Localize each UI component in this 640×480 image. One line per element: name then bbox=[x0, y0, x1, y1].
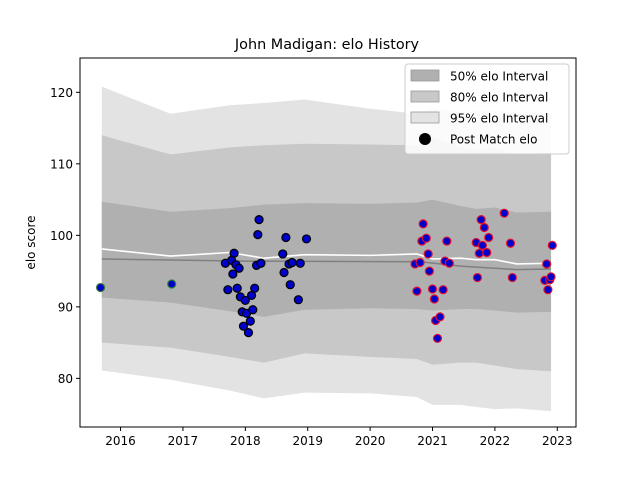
post-match-point bbox=[435, 312, 445, 322]
legend-swatch bbox=[410, 90, 440, 103]
y-axis: 80 90 100 110 120 bbox=[50, 86, 80, 386]
post-match-point bbox=[229, 248, 239, 258]
post-match-point bbox=[167, 279, 177, 289]
post-match-point bbox=[279, 267, 289, 278]
post-match-point bbox=[287, 257, 297, 268]
y-axis-label: elo score bbox=[24, 215, 38, 269]
y-tick-label: 110 bbox=[50, 157, 73, 171]
legend-label: 95% elo Interval bbox=[450, 112, 548, 126]
x-tick-label: 2016 bbox=[105, 434, 136, 448]
post-match-point bbox=[423, 249, 433, 259]
post-match-point bbox=[427, 284, 438, 294]
post-match-point bbox=[285, 280, 295, 290]
legend-marker bbox=[419, 133, 431, 145]
post-match-point bbox=[507, 272, 517, 283]
post-match-point bbox=[484, 232, 494, 243]
band-50 bbox=[101, 199, 552, 317]
y-tick-label: 80 bbox=[58, 372, 73, 386]
x-tick-label: 2019 bbox=[292, 434, 323, 448]
legend-box bbox=[404, 63, 570, 155]
post-match-point bbox=[546, 272, 556, 282]
post-match-point bbox=[412, 286, 422, 296]
post-match-point bbox=[253, 230, 263, 240]
legend-swatch bbox=[410, 111, 440, 124]
post-match-point bbox=[245, 316, 255, 326]
post-match-point bbox=[232, 283, 242, 293]
post-match-point bbox=[499, 208, 509, 218]
post-match-point bbox=[474, 248, 484, 258]
median-line bbox=[101, 258, 552, 271]
chart-title: John Madigan: elo History bbox=[234, 37, 420, 53]
post-match-point bbox=[278, 249, 288, 259]
post-match-point bbox=[95, 282, 106, 293]
post-match-point bbox=[418, 219, 428, 229]
x-tick-label: 2017 bbox=[168, 434, 199, 448]
post-match-point bbox=[421, 233, 431, 243]
y-tick-label: 100 bbox=[50, 229, 73, 243]
post-match-point bbox=[234, 263, 244, 273]
post-match-point bbox=[240, 295, 250, 306]
legend-label: 80% elo Interval bbox=[450, 91, 548, 105]
post-match-point bbox=[442, 236, 452, 246]
plot-area bbox=[95, 86, 557, 412]
post-match-point bbox=[293, 295, 303, 305]
post-match-point bbox=[479, 222, 489, 233]
post-match-point bbox=[432, 333, 443, 343]
x-tick-label: 2020 bbox=[355, 434, 386, 448]
x-axis: 2016 2017 2018 2019 2020 2021 2022 2023 bbox=[105, 427, 573, 448]
y-tick-label: 90 bbox=[58, 300, 73, 314]
x-tick-label: 2022 bbox=[480, 434, 511, 448]
post-match-point bbox=[228, 269, 238, 279]
post-match-point bbox=[256, 258, 266, 268]
post-match-point bbox=[547, 240, 557, 250]
post-match-point bbox=[250, 283, 260, 293]
post-match-point bbox=[438, 285, 448, 295]
post-match-point bbox=[542, 259, 552, 269]
post-match-point bbox=[477, 240, 488, 250]
post-match-point bbox=[243, 328, 254, 338]
y-tick-label: 120 bbox=[50, 86, 73, 100]
x-tick-label: 2021 bbox=[417, 434, 448, 448]
post-match-point bbox=[476, 215, 486, 225]
post-match-point bbox=[482, 247, 492, 258]
post-match-point bbox=[505, 238, 516, 248]
legend: 50% elo Interval 80% elo Interval 95% elo … bbox=[404, 63, 570, 155]
post-match-point bbox=[254, 215, 264, 225]
post-match-point bbox=[424, 266, 434, 276]
post-match-point bbox=[295, 258, 305, 268]
post-match-point bbox=[301, 234, 312, 244]
post-match-point bbox=[248, 305, 258, 315]
post-match-point bbox=[415, 257, 425, 268]
legend-label: Post Match elo bbox=[450, 133, 537, 147]
axes-frame bbox=[79, 57, 577, 428]
post-match-point bbox=[238, 321, 249, 331]
x-tick-label: 2018 bbox=[230, 434, 261, 448]
x-tick-label: 2023 bbox=[542, 434, 573, 448]
post-match-point bbox=[472, 272, 483, 283]
post-match-point bbox=[223, 285, 233, 295]
legend-swatch bbox=[410, 69, 440, 82]
post-match-point bbox=[281, 232, 291, 243]
post-match-point bbox=[429, 294, 439, 304]
post-match-point bbox=[543, 285, 553, 295]
legend-label: 50% elo Interval bbox=[450, 70, 548, 84]
post-match-point bbox=[444, 258, 454, 268]
